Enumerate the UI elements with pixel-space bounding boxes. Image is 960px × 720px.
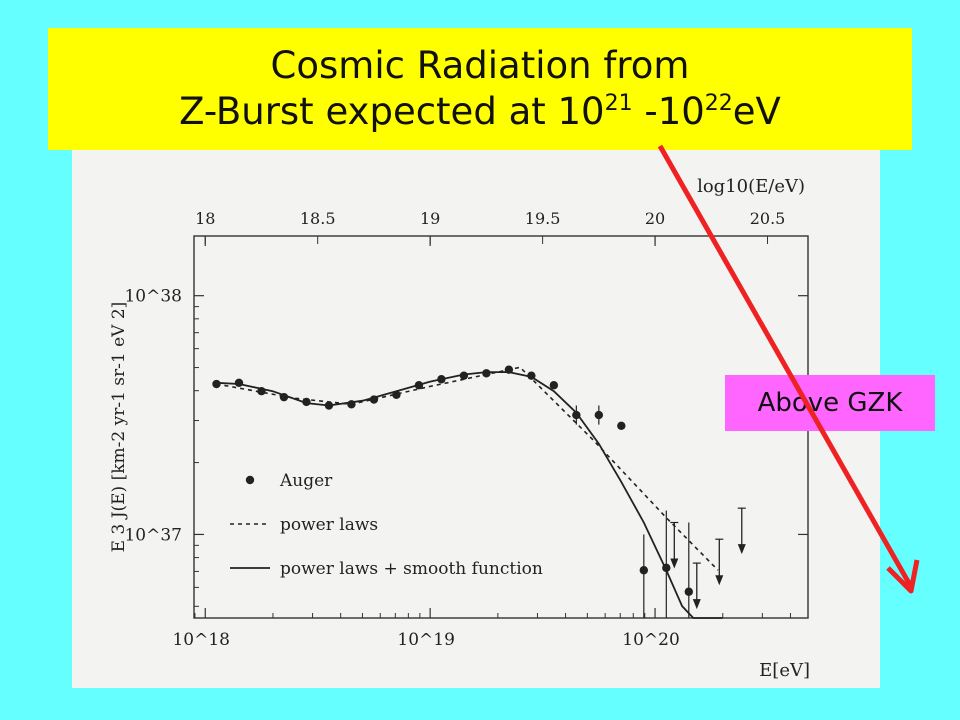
top-tick-label: 20 bbox=[645, 209, 665, 228]
auger-data-point bbox=[617, 421, 626, 431]
auger-data-point bbox=[684, 587, 693, 596]
x-axis-label: E[eV] bbox=[759, 660, 810, 681]
y-tick-label: 10^37 bbox=[124, 525, 182, 545]
auger-data-point bbox=[594, 410, 604, 420]
top-axis-label: log10(E/eV) bbox=[697, 176, 805, 197]
title-line-2-part-2: -10 bbox=[632, 90, 705, 133]
callout-label: Above GZK bbox=[757, 388, 903, 418]
smooth-function-line bbox=[216, 371, 723, 619]
legend-label: power laws + smooth function bbox=[280, 559, 543, 579]
title-line-1: Cosmic Radiation from bbox=[271, 43, 690, 89]
auger-data-point bbox=[234, 378, 244, 388]
x-tick-label: 10^20 bbox=[622, 630, 680, 650]
title-line-1-text: Cosmic Radiation from bbox=[270, 44, 690, 87]
upper-limit-arrowhead bbox=[670, 558, 679, 569]
upper-limit-arrowhead bbox=[737, 544, 746, 555]
top-tick-label: 19.5 bbox=[525, 209, 561, 228]
legend-label: Auger bbox=[279, 471, 333, 491]
upper-limit-arrowhead bbox=[692, 599, 701, 610]
upper-limit-arrowhead bbox=[715, 575, 724, 586]
top-tick-label: 18.5 bbox=[300, 209, 336, 228]
legend-marker-dot bbox=[245, 475, 255, 485]
top-tick-label: 19 bbox=[420, 209, 440, 228]
red-arrow-head bbox=[886, 559, 920, 594]
top-tick-label: 18 bbox=[195, 209, 215, 228]
auger-data-point bbox=[212, 379, 221, 389]
title-banner: Cosmic Radiation from Z-Burst expected a… bbox=[48, 28, 912, 150]
auger-data-point bbox=[549, 381, 559, 390]
title-line-2-part-1: Z-Burst expected at 10 bbox=[179, 90, 605, 133]
title-exponent-1: 21 bbox=[604, 91, 633, 116]
y-axis-label: E 3 J(E) [km-2 yr-1 sr-1 eV 2] bbox=[109, 302, 129, 553]
x-tick-label: 10^18 bbox=[172, 630, 230, 650]
power-laws-line bbox=[216, 366, 719, 571]
top-tick-label: 20.5 bbox=[750, 209, 786, 228]
title-line-2: Z-Burst expected at 1021 -1022eV bbox=[179, 89, 781, 135]
auger-data-point bbox=[639, 566, 649, 575]
x-tick-label: 10^19 bbox=[397, 630, 455, 650]
y-tick-label: 10^38 bbox=[124, 287, 182, 307]
legend-label: power laws bbox=[280, 515, 378, 535]
title-line-2-part-3: eV bbox=[732, 90, 781, 133]
above-gzk-callout: Above GZK bbox=[725, 375, 935, 431]
title-exponent-2: 22 bbox=[704, 91, 733, 116]
